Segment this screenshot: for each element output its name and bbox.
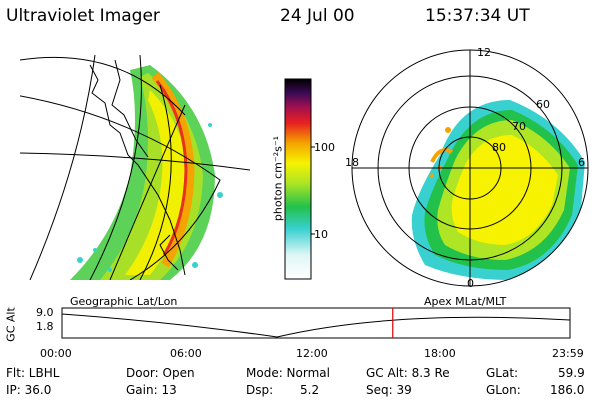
- mlt-label-12: 12: [477, 46, 491, 59]
- status-dsp-value: 5.2: [300, 383, 320, 397]
- mlt-label-6: 6: [578, 156, 585, 169]
- timeline-y-top: 9.0: [36, 306, 54, 319]
- time-label: 15:37:34 UT: [425, 6, 530, 26]
- status-gcalt: GC Alt: 8.3 Re: [366, 366, 450, 380]
- polar-mlat-mlt-panel: [351, 49, 589, 287]
- mlt-label-18: 18: [345, 156, 359, 169]
- right-panel-caption: Apex MLat/MLT: [424, 295, 507, 308]
- status-ip: IP: 36.0: [6, 383, 52, 397]
- timeline-x-0600: 06:00: [170, 347, 202, 360]
- status-glat-value: 59.9: [558, 366, 585, 380]
- status-seq: Seq: 39: [366, 383, 412, 397]
- timeline-x-2359: 23:59: [552, 347, 584, 360]
- mlt-label-0: 0: [467, 277, 474, 290]
- colorbar-tick-100: 100: [314, 141, 335, 154]
- mlat-label-60: 60: [536, 98, 550, 111]
- timeline-y-bottom: 1.8: [36, 320, 54, 333]
- timeline-x-1800: 18:00: [424, 347, 456, 360]
- colorbar-tick-10: 10: [314, 228, 328, 241]
- mlat-label-70: 70: [512, 120, 526, 133]
- status-glat-label: GLat:: [486, 366, 519, 380]
- timeline-ylabel: GC Alt: [4, 307, 18, 342]
- timeline-x-0000: 00:00: [40, 347, 72, 360]
- status-glon-label: GLon:: [486, 383, 521, 397]
- mlat-label-80: 80: [492, 141, 506, 154]
- date-label: 24 Jul 00: [280, 6, 355, 26]
- colorbar-label: photon cm⁻²s⁻¹: [271, 135, 285, 222]
- status-flt: Flt: LBHL: [6, 366, 60, 380]
- timeline-x-1200: 12:00: [296, 347, 328, 360]
- left-panel-caption: Geographic Lat/Lon: [70, 295, 178, 308]
- status-dsp-label: Dsp:: [246, 383, 274, 397]
- status-glon-value: 186.0: [550, 383, 585, 397]
- status-door: Door: Open: [126, 366, 195, 380]
- geographic-image-panel: [20, 54, 250, 280]
- status-mode: Mode: Normal: [246, 366, 330, 380]
- instrument-title: Ultraviolet Imager: [6, 6, 160, 26]
- colorbar: [284, 78, 315, 280]
- status-gain: Gain: 13: [126, 383, 177, 397]
- altitude-timeline: [61, 307, 571, 339]
